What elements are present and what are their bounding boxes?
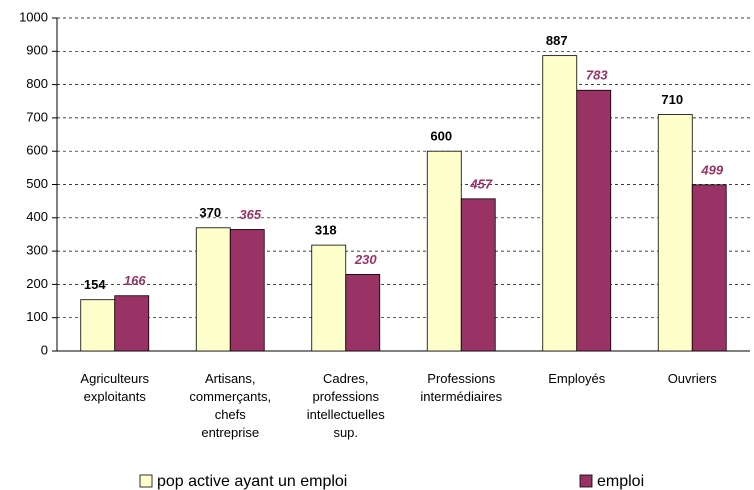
x-tick-label: Employés xyxy=(548,371,606,386)
legend-swatch xyxy=(139,474,153,488)
x-tick-label: Ouvriers xyxy=(668,371,718,386)
y-tick-label: 600 xyxy=(26,143,48,158)
data-label: 318 xyxy=(315,223,337,238)
data-label: 370 xyxy=(199,205,221,220)
bar xyxy=(80,299,116,352)
y-tick-label: 400 xyxy=(26,209,48,224)
data-label: 710 xyxy=(661,92,683,107)
bar xyxy=(229,229,265,352)
bar xyxy=(345,274,381,352)
bar xyxy=(114,295,150,352)
y-tick-label: 100 xyxy=(26,309,48,324)
data-label: 230 xyxy=(354,252,377,267)
bar xyxy=(426,150,462,352)
data-label: 457 xyxy=(469,176,492,191)
y-tick-label: 300 xyxy=(26,243,48,258)
data-label: 166 xyxy=(124,273,146,288)
y-tick-label: 900 xyxy=(26,43,48,58)
legend-swatch xyxy=(579,474,593,488)
y-tick-label: 700 xyxy=(26,109,48,124)
x-tick-label: Artisans, commerçants, chefs entreprise xyxy=(189,371,271,440)
y-tick-label: 800 xyxy=(26,76,48,91)
y-tick-label: 0 xyxy=(41,342,48,357)
bar xyxy=(195,227,231,352)
data-label: 154 xyxy=(84,277,106,292)
y-tick-label: 200 xyxy=(26,276,48,291)
bar xyxy=(460,198,496,352)
bar xyxy=(657,114,693,352)
data-label: 499 xyxy=(700,162,723,177)
bar xyxy=(691,184,727,352)
y-tick-label: 1000 xyxy=(19,9,48,24)
x-tick-label: Agriculteurs exploitants xyxy=(80,371,149,404)
data-label: 887 xyxy=(546,33,568,48)
x-tick-label: Cadres, professions intellectuelles sup. xyxy=(307,371,386,440)
bar xyxy=(311,244,347,352)
bar xyxy=(542,55,578,352)
data-label: 600 xyxy=(430,129,452,144)
x-tick-label: Professions intermédiaires xyxy=(420,371,502,404)
y-tick-label: 500 xyxy=(26,176,48,191)
legend-label: emploi xyxy=(597,473,644,490)
legend-label: pop active ayant un emploi xyxy=(157,473,347,490)
data-label: 783 xyxy=(586,68,608,83)
bar xyxy=(576,89,612,352)
data-label: 365 xyxy=(239,207,261,222)
